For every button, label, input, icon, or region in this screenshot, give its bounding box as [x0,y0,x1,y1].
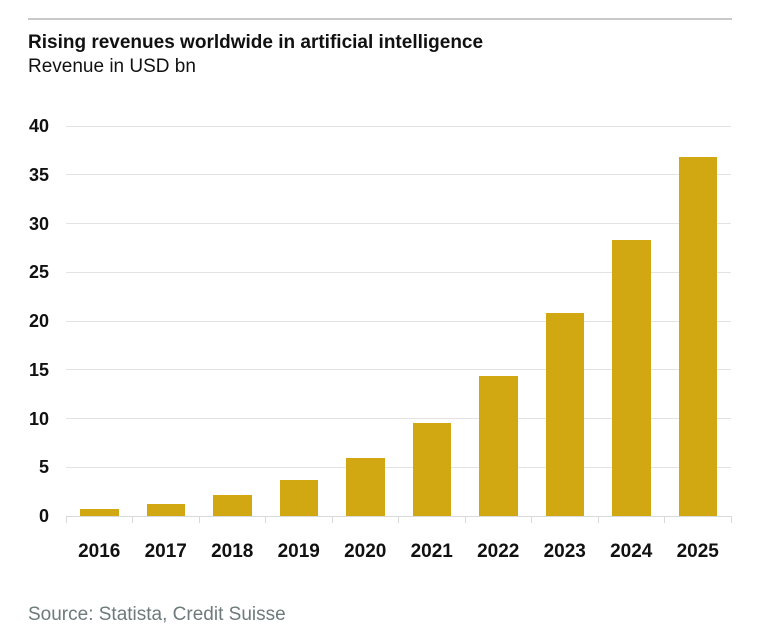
gridline-y-20 [66,320,731,322]
x-axis-tick [132,516,133,523]
source-note: Source: Statista, Credit Suisse [28,604,286,625]
x-axis-label-2017: 2017 [144,541,187,562]
y-axis-label-5: 5 [38,457,49,478]
bar-2016 [80,509,119,516]
bar-2017 [146,504,185,516]
x-axis-tick [198,516,200,523]
x-axis-tick [265,516,266,523]
x-axis-label-2025: 2025 [676,541,719,562]
gridline-y-30 [66,223,731,224]
y-axis-label-10: 10 [28,408,49,429]
y-axis-label-30: 30 [28,213,49,234]
x-axis-label-2024: 2024 [610,541,653,562]
gridline-y-5 [66,466,731,468]
gridline-y-10 [66,418,731,419]
y-axis-label-40: 40 [28,116,49,136]
y-axis-label-25: 25 [28,262,49,283]
x-axis-tick [331,516,333,523]
x-axis-label-2022: 2022 [477,541,520,562]
y-axis-label-15: 15 [28,359,49,380]
x-axis-label-2020: 2020 [344,541,387,562]
bar-2025 [678,157,717,516]
x-axis-tick [531,516,532,523]
y-axis-label-35: 35 [28,164,49,185]
x-axis-label-2018: 2018 [211,541,254,562]
bar-2021 [412,423,451,516]
bar-2019 [279,479,318,516]
bar-2022 [479,375,518,516]
y-axis-label-20: 20 [28,311,49,331]
x-axis-tick [597,516,599,523]
x-axis-tick [398,516,399,523]
x-axis-label-2023: 2023 [543,541,586,562]
chart-subtitle: Revenue in USD bn [28,56,196,77]
x-axis-label-2016: 2016 [78,541,121,562]
bar-2023 [545,313,584,516]
chart-title: Rising revenues worldwide in artificial … [28,32,484,53]
gridline-y-15 [66,369,731,371]
x-axis-label-2021: 2021 [410,541,453,562]
x-axis-label-2019: 2019 [277,541,320,562]
bar-2024 [612,240,651,516]
x-axis-tick [65,516,67,523]
bar-2018 [213,494,252,516]
gridline-y-25 [66,271,731,273]
x-axis-tick [730,516,732,523]
top-divider [28,18,732,20]
x-axis-tick [464,516,466,523]
gridline-y-35 [66,174,731,176]
plot-area: 0 5 10 15 20 25 30 35 40 2016 2017 2018 2019 2020 2021… [29,117,732,562]
x-axis-tick [664,516,665,523]
bar-2020 [346,457,385,516]
y-axis-label-0: 0 [38,506,49,526]
gridline-y-40 [66,125,731,127]
